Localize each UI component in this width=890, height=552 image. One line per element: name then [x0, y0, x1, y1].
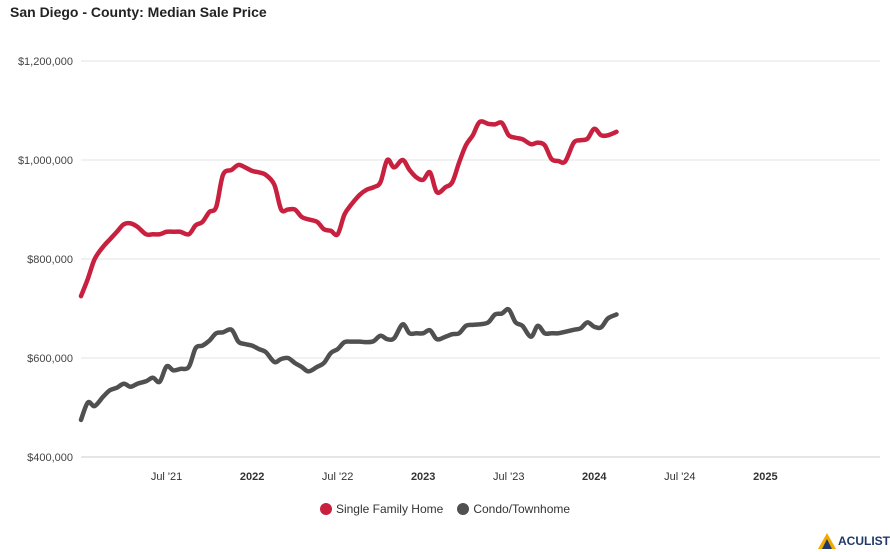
x-tick-label: Jul '21: [151, 471, 182, 483]
y-tick-label: $1,200,000: [18, 56, 73, 68]
legend-marker-icon: [457, 503, 470, 515]
legend-marker-icon: [319, 503, 332, 515]
series-line-single-family: [78, 119, 619, 299]
y-tick-label: $800,000: [27, 254, 73, 266]
x-tick-label: 2025: [753, 471, 777, 483]
x-tick-label: Jul '24: [664, 471, 695, 483]
legend-item-condo[interactable]: Condo/Townhome: [457, 502, 570, 516]
y-tick-label: $400,000: [27, 452, 73, 464]
x-tick-label: 2024: [582, 471, 607, 483]
chart-title: San Diego - County: Median Sale Price: [10, 4, 267, 20]
brand-logo: ACULIST: [818, 533, 890, 549]
series-line-condo: [78, 306, 619, 423]
y-tick-label: $1,000,000: [18, 155, 73, 167]
brand-name: ACULIST: [838, 534, 890, 548]
x-tick-label: Jul '23: [493, 471, 524, 483]
legend: Single Family Home Condo/Townhome: [0, 502, 890, 516]
legend-label: Condo/Townhome: [473, 502, 571, 516]
x-tick-label: 2023: [411, 471, 435, 483]
y-tick-label: $600,000: [27, 353, 73, 365]
line-chart: $400,000 $600,000 $800,000 $1,000,000 $1,200…: [18, 56, 880, 483]
legend-label: Single Family Home: [335, 502, 444, 516]
brand-triangle-icon: [818, 533, 836, 549]
x-tick-label: Jul '22: [322, 471, 353, 483]
legend-item-single-family[interactable]: Single Family Home: [319, 502, 444, 516]
x-tick-label: 2022: [240, 471, 264, 483]
